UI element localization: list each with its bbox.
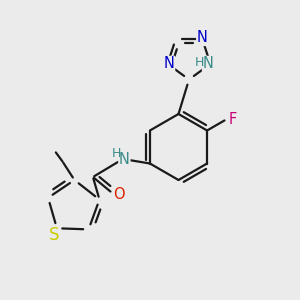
Text: N: N xyxy=(119,152,130,166)
Text: N: N xyxy=(197,30,208,45)
Text: N: N xyxy=(202,56,213,71)
Text: S: S xyxy=(49,226,59,244)
Text: N: N xyxy=(164,56,175,71)
Text: H: H xyxy=(195,56,205,69)
Text: O: O xyxy=(113,187,125,202)
Text: H: H xyxy=(111,147,121,160)
Text: F: F xyxy=(229,112,237,127)
